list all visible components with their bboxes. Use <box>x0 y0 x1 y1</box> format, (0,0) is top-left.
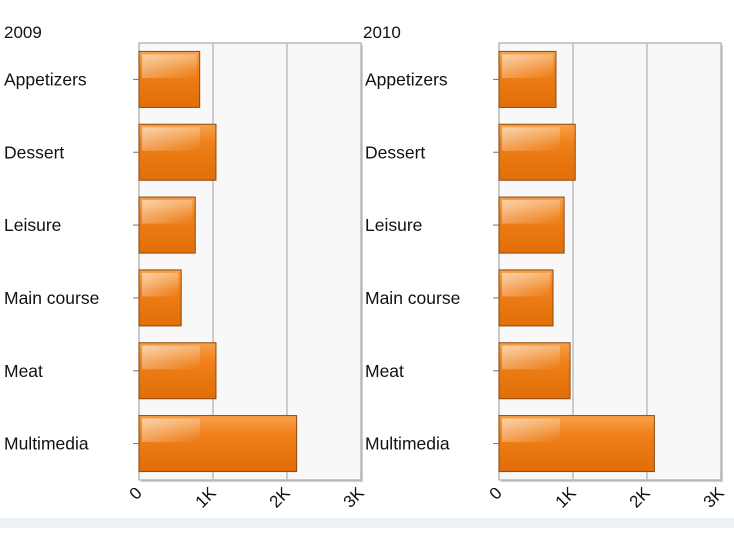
category-label-multimedia: Multimedia <box>365 434 450 454</box>
category-label-meat: Meat <box>4 361 43 381</box>
bar-highlight-dessert <box>142 127 200 151</box>
chart-title: 2010 <box>363 23 401 42</box>
x-tick-label-3K: 3K <box>340 483 369 512</box>
bottom-border-strip <box>0 518 734 528</box>
category-label-main-course: Main course <box>365 288 460 308</box>
x-tick-label-2K: 2K <box>626 483 655 512</box>
plot-area <box>138 42 362 481</box>
bar-highlight-meat <box>142 345 200 370</box>
category-label-dessert: Dessert <box>4 142 64 162</box>
bar-highlight-appetizers <box>502 54 553 78</box>
category-label-leisure: Leisure <box>4 215 61 235</box>
x-tick-label-3K: 3K <box>700 483 729 512</box>
category-label-appetizers: Appetizers <box>4 69 87 89</box>
category-label-multimedia: Multimedia <box>4 434 89 454</box>
chart-panel-2009: 2009 Appetizers Dessert Leisure Main course M… <box>4 23 368 512</box>
bar-highlight-dessert <box>502 127 560 151</box>
category-label-leisure: Leisure <box>365 215 422 235</box>
bar-highlight-main-course <box>142 272 179 297</box>
bar-highlight-leisure <box>142 200 193 224</box>
bar-highlight-leisure <box>502 200 560 224</box>
bar-highlight-appetizers <box>142 54 197 78</box>
x-tick-label-0: 0 <box>126 483 146 503</box>
plot-area <box>498 42 722 481</box>
category-label-main-course: Main course <box>4 288 99 308</box>
bar-highlight-multimedia <box>142 418 200 443</box>
chart-panel-2010: 2010 Appetizers Dessert Leisure Main course M… <box>363 23 728 512</box>
bar-highlight-meat <box>502 345 560 370</box>
bar-highlight-main-course <box>502 272 551 297</box>
chart-title: 2009 <box>4 23 42 42</box>
bar-highlight-multimedia <box>502 418 560 443</box>
category-label-dessert: Dessert <box>365 142 425 162</box>
category-label-meat: Meat <box>365 361 404 381</box>
x-tick-label-0: 0 <box>486 483 506 503</box>
category-label-appetizers: Appetizers <box>365 69 448 89</box>
x-tick-label-1K: 1K <box>192 483 221 512</box>
x-tick-label-2K: 2K <box>266 483 295 512</box>
x-tick-label-1K: 1K <box>552 483 581 512</box>
